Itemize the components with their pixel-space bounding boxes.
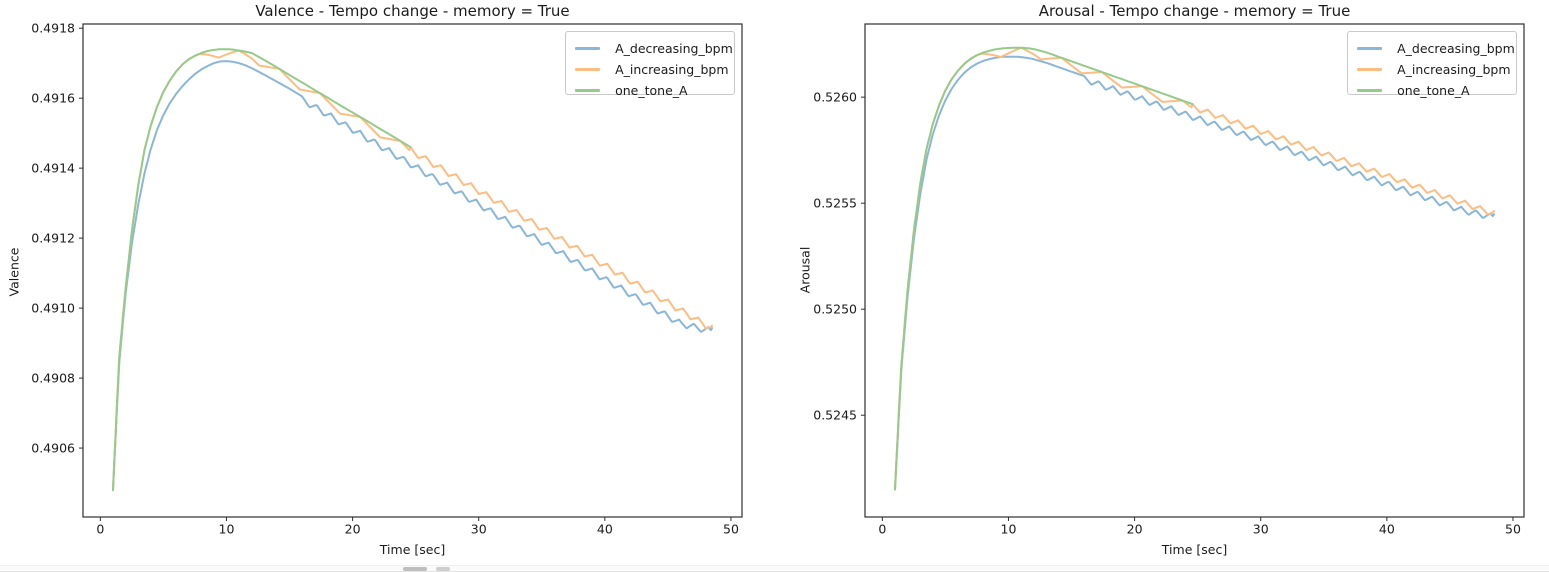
- series-line-A_increasing_bpm: [112, 49, 713, 492]
- arousal-plot-area: 0 10 20 30 40 50 0.5245 0.5250 0.5255 0.5260: [813, 23, 1525, 537]
- x-tick-label: 30: [1253, 522, 1269, 537]
- x-tick-label: 0: [96, 522, 104, 537]
- y-tick-label: 0.4908: [31, 371, 75, 386]
- y-tick-label: 0.4916: [31, 91, 75, 106]
- legend-entry: A_increasing_bpm: [1348, 58, 1516, 79]
- legend-label: A_increasing_bpm: [615, 62, 729, 77]
- arousal-legend: A_decreasing_bpm A_increasing_bpm one_to…: [1347, 31, 1517, 98]
- valence-legend: A_decreasing_bpm A_increasing_bpm one_to…: [565, 31, 735, 98]
- legend-label: A_decreasing_bpm: [615, 41, 733, 56]
- y-tick-label: 0.5255: [813, 196, 857, 211]
- legend-line-sample-blue: [1357, 47, 1382, 50]
- legend-label: one_tone_A: [615, 83, 688, 98]
- x-tick-label: 0: [878, 522, 886, 537]
- x-tick-label: 20: [345, 522, 361, 537]
- y-tick-label: 0.5245: [813, 408, 857, 423]
- legend-line-sample-blue: [575, 47, 600, 50]
- arousal-xaxis-label: Time [sec]: [1161, 542, 1228, 557]
- legend-line-sample-green: [1357, 89, 1382, 92]
- y-tick-label: 0.5250: [813, 302, 857, 317]
- x-tick-label: 30: [471, 522, 487, 537]
- valence-chart-title: Valence - Tempo change - memory = True: [255, 2, 570, 20]
- x-tick-label: 50: [723, 522, 739, 537]
- axes-frame: [82, 23, 743, 518]
- y-tick-label: 0.4910: [31, 301, 75, 316]
- bottom-cutoff-strip: [0, 565, 1549, 572]
- x-tick-label: 20: [1127, 522, 1143, 537]
- series-line-one_tone_A: [112, 48, 412, 492]
- cutoff-content-artifact: [403, 567, 427, 571]
- x-tick-label: 40: [1379, 522, 1395, 537]
- x-tick-label: 40: [597, 522, 613, 537]
- arousal-chart-title: Arousal - Tempo change - memory = True: [1038, 2, 1351, 20]
- y-tick-label: 0.4918: [31, 21, 75, 36]
- series-line-one_tone_A: [894, 46, 1194, 491]
- legend-label: one_tone_A: [1397, 83, 1470, 98]
- legend-entry: one_tone_A: [1348, 79, 1516, 100]
- valence-plot-area: 0 10 20 30 40 50 0.4906 0.4908 0.4910 0.4912 0.491…: [31, 21, 743, 537]
- legend-label: A_decreasing_bpm: [1397, 41, 1515, 56]
- legend-entry: A_decreasing_bpm: [1348, 37, 1516, 58]
- x-tick-label: 50: [1505, 522, 1521, 537]
- valence-yaxis-label: Valence: [6, 247, 22, 297]
- legend-line-sample-orange: [1357, 68, 1382, 71]
- y-tick-label: 0.5260: [813, 90, 857, 105]
- legend-entry: one_tone_A: [566, 79, 734, 100]
- cutoff-content-artifact: [436, 567, 450, 571]
- x-tick-label: 10: [219, 522, 235, 537]
- axes-frame: [864, 23, 1525, 518]
- y-tick-label: 0.4914: [31, 161, 75, 176]
- y-tick-label: 0.4912: [31, 231, 75, 246]
- series-line-A_increasing_bpm: [894, 46, 1495, 491]
- y-tick-label: 0.4906: [31, 441, 75, 456]
- legend-entry: A_increasing_bpm: [566, 58, 734, 79]
- legend-line-sample-green: [575, 89, 600, 92]
- legend-entry: A_decreasing_bpm: [566, 37, 734, 58]
- legend-line-sample-orange: [575, 68, 600, 71]
- legend-label: A_increasing_bpm: [1397, 62, 1511, 77]
- x-tick-label: 10: [1001, 522, 1017, 537]
- arousal-yaxis-label: Arousal: [797, 246, 813, 294]
- series-line-A_decreasing_bpm: [112, 60, 713, 492]
- valence-xaxis-label: Time [sec]: [379, 542, 446, 557]
- series-line-A_decreasing_bpm: [894, 55, 1495, 491]
